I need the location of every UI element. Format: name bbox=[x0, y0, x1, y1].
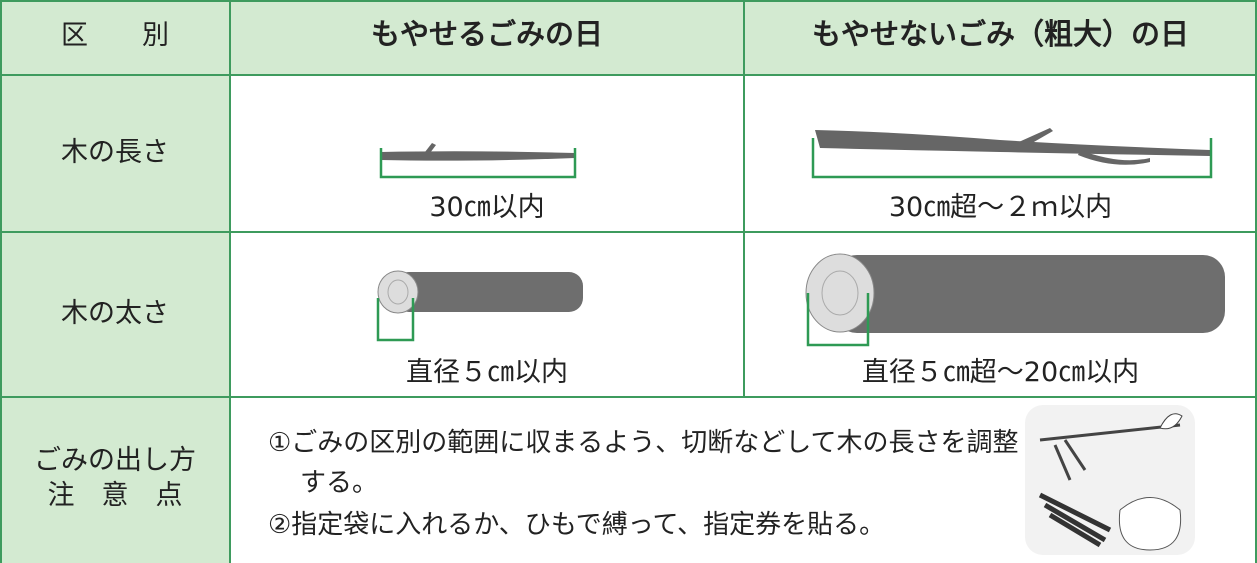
cell: 直径５㎝超～20㎝以内 bbox=[861, 357, 1140, 388]
diameter-bracket bbox=[376, 298, 415, 342]
header-cell: もやせないごみ（粗大）の日 bbox=[811, 17, 1189, 51]
row-label: 木の長さ bbox=[61, 137, 169, 168]
row-label: ごみの出し方 bbox=[34, 445, 196, 476]
diameter-bracket bbox=[806, 293, 870, 347]
header-cell: もやせるごみの日 bbox=[370, 17, 603, 51]
note-item: ②指定袋に入れるか、ひもで縛って、指定券を貼る。 bbox=[268, 510, 886, 540]
note-item: ①ごみの区別の範囲に収まるよう、切断などして木の長さを調整する。 bbox=[268, 428, 1019, 498]
length-bracket bbox=[811, 138, 1213, 179]
thin-branch bbox=[380, 143, 575, 161]
length-bracket bbox=[379, 148, 577, 179]
cell: 直径５㎝以内 bbox=[406, 357, 568, 388]
cell: 30㎝以内 bbox=[429, 192, 545, 223]
header-bg bbox=[0, 0, 1257, 75]
label-column-bg bbox=[0, 75, 230, 563]
large-log bbox=[805, 253, 1225, 333]
long-branch bbox=[815, 128, 1210, 165]
cell: 30㎝超～２ｍ以内 bbox=[888, 192, 1113, 223]
header-cell: 区 別 bbox=[61, 20, 169, 51]
row-label: 注 意 点 bbox=[47, 480, 183, 511]
disposal-illustration bbox=[1025, 405, 1195, 555]
row-label: 木の太さ bbox=[61, 298, 169, 329]
small-log bbox=[377, 270, 583, 314]
